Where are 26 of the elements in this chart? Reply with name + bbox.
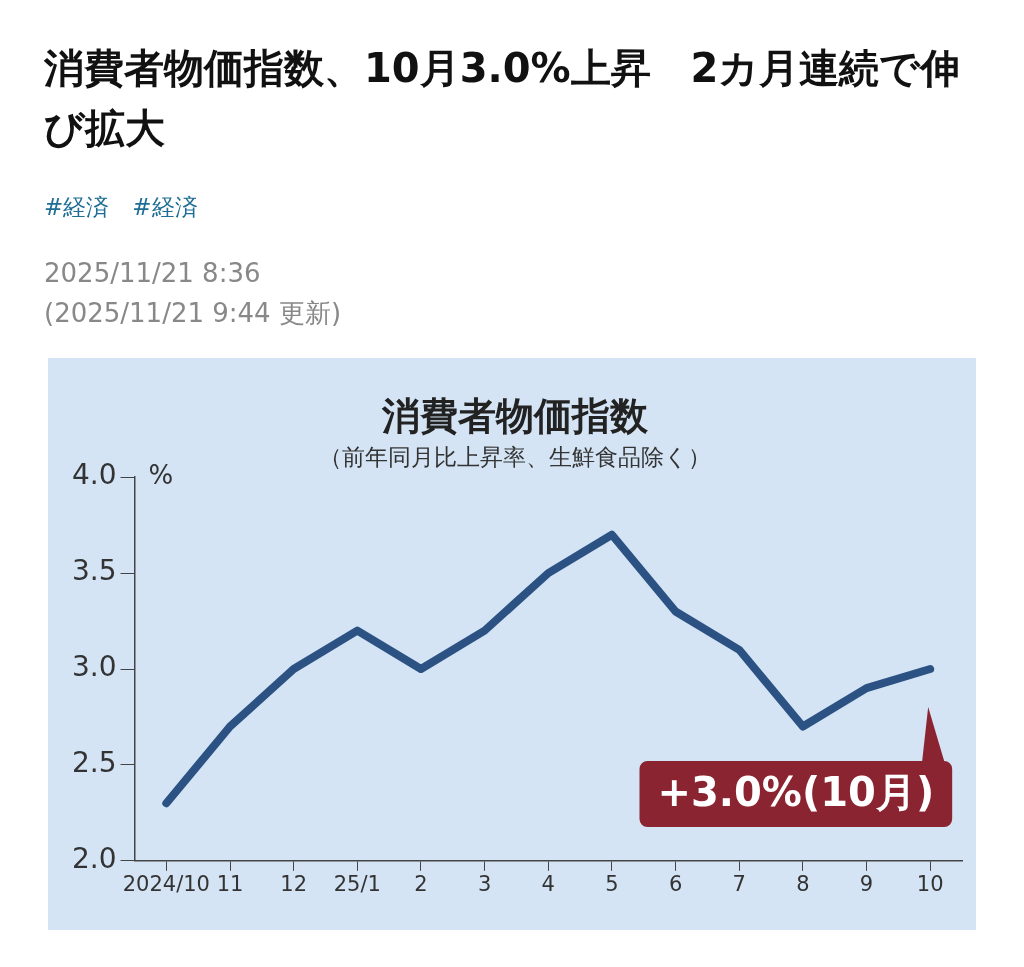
text: 2025/11/21 8:36 [44, 258, 261, 288]
y-tick-label: 2.0 [72, 842, 117, 876]
text: (2025/11/21 9:44 更新) [44, 297, 342, 330]
x-tick-label: 11 [216, 871, 244, 896]
y-axis-title: % [148, 459, 174, 490]
x-tick-label: 4 [541, 871, 555, 896]
x-tick-label: 9 [859, 871, 874, 896]
chart-title: 消費者物価指数 [381, 393, 649, 438]
y-tick-label: 4.0 [72, 458, 117, 492]
x-tick-label: 8 [796, 871, 810, 896]
x-tick-label: 2024/10 [122, 871, 210, 896]
x-tick-label: 25/1 [333, 871, 381, 896]
x-tick-label: 10 [916, 871, 944, 896]
x-tick-label: 12 [280, 871, 308, 896]
x-tick-label: 5 [605, 871, 619, 896]
text: 消費者物価指数、10月3.0%上昇 2カ月連続で伸び拡大 [44, 44, 962, 153]
text: #経済 #経済 [44, 193, 198, 222]
annotation: +3.0%(10月) [657, 769, 935, 816]
y-tick-label: 3.5 [72, 554, 117, 588]
x-tick-label: 3 [477, 871, 492, 896]
x-tick-label: 6 [668, 871, 683, 896]
y-tick-label: 3.0 [72, 650, 117, 684]
y-tick-label: 2.5 [72, 746, 117, 780]
chart-subtitle: （前年同月比上昇率、生鮮食品除く） [319, 444, 711, 471]
x-tick-label: 2 [414, 871, 428, 896]
x-tick-label: 7 [732, 871, 746, 896]
